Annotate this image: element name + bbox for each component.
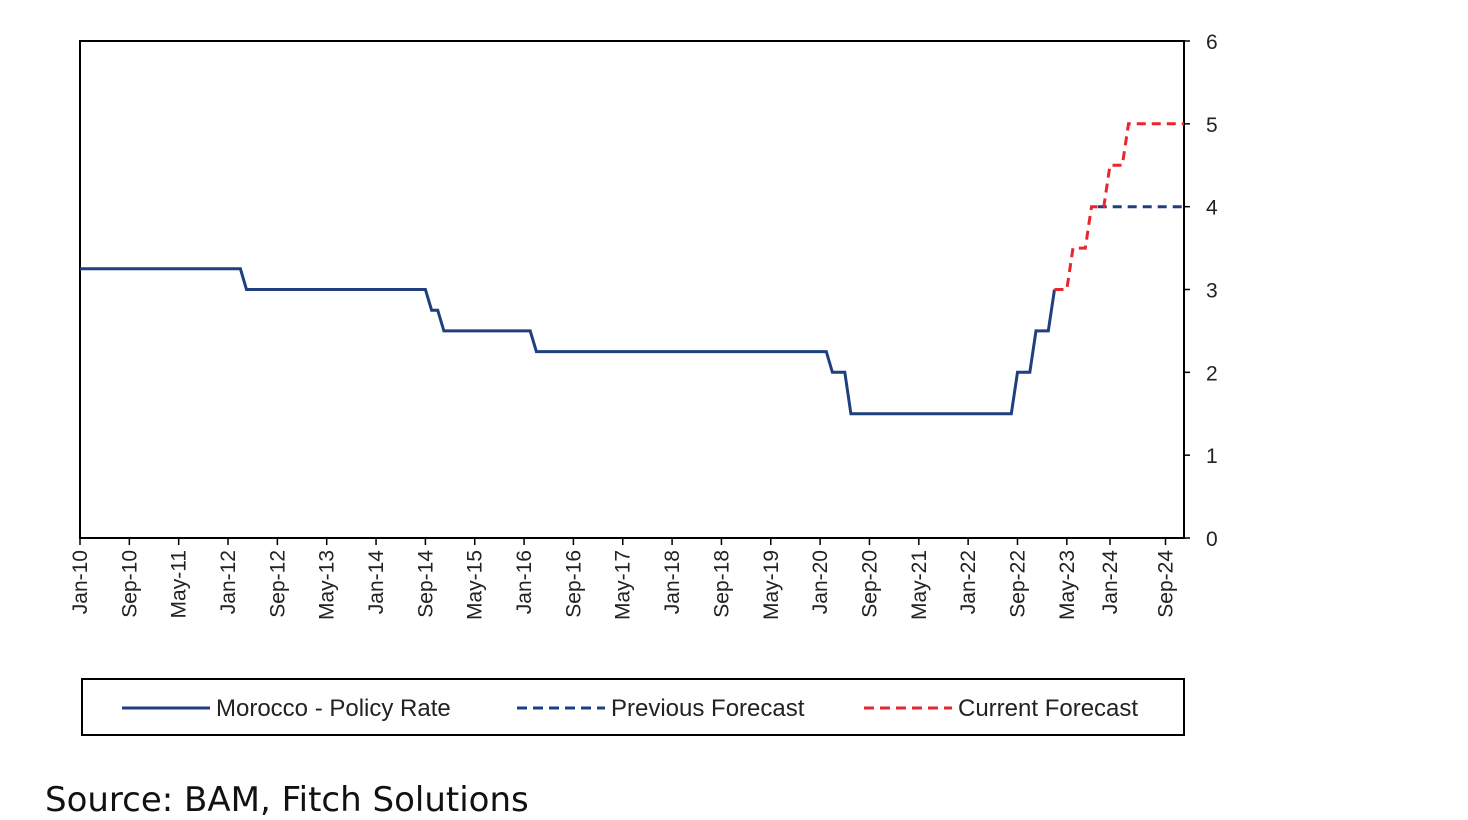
x-tick-label: Jan-10	[69, 550, 92, 614]
x-tick-label: Sep-16	[562, 550, 585, 618]
legend-label-current-forecast: Current Forecast	[958, 695, 1138, 722]
x-tick-label: May-23	[1056, 550, 1079, 620]
x-tick-label: Sep-22	[1006, 550, 1029, 618]
legend-label-previous-forecast: Previous Forecast	[611, 695, 805, 722]
x-tick-label: May-13	[316, 550, 339, 620]
x-tick-label: Jan-22	[957, 550, 980, 614]
y-tick-label: 3	[1206, 280, 1218, 303]
x-tick-label: Sep-12	[266, 550, 289, 618]
x-tick-label: Sep-18	[710, 550, 733, 618]
y-tick-label: 4	[1206, 197, 1218, 220]
x-tick-label: Sep-24	[1154, 550, 1177, 618]
source-note: Source: BAM, Fitch Solutions	[45, 780, 529, 820]
x-tick-label: May-17	[612, 550, 635, 620]
legend-label-policy-rate: Morocco - Policy Rate	[216, 695, 451, 722]
y-tick-label: 2	[1206, 362, 1218, 385]
x-tick-label: May-19	[760, 550, 783, 620]
x-tick-label: May-21	[908, 550, 931, 620]
x-tick-label: Jan-16	[513, 550, 536, 614]
x-tick-label: Jan-18	[661, 550, 684, 614]
x-tick-label: Jan-12	[217, 550, 240, 614]
x-tick-label: Jan-20	[809, 550, 832, 614]
x-tick-label: Sep-14	[414, 550, 437, 618]
x-tick-label: Sep-20	[858, 550, 881, 618]
legend: Morocco - Policy Rate Previous Forecast …	[81, 678, 1185, 736]
chart: 0 1 2 3 4 5 6 Jan-10 Sep-10 May-11 Jan-12 Sep-12 Ma…	[69, 31, 1218, 736]
y-tick-label: 6	[1206, 31, 1218, 54]
legend-box	[81, 678, 1185, 736]
series-layer	[80, 122, 1184, 416]
y-axis: 0 1 2 3 4 5 6	[1184, 31, 1218, 551]
series-line-morocco-policy-rate	[80, 267, 1056, 416]
y-tick-label: 1	[1206, 445, 1218, 468]
x-tick-label: Sep-10	[118, 550, 141, 618]
x-axis: Jan-10 Sep-10 May-11 Jan-12 Sep-12 May-13 Jan-…	[69, 538, 1177, 620]
x-tick-label: Jan-14	[365, 550, 388, 615]
y-tick-label: 5	[1206, 114, 1218, 137]
x-tick-label: Jan-24	[1099, 550, 1122, 615]
series-line-current-forecast	[1054, 122, 1184, 291]
x-tick-label: May-11	[168, 550, 191, 618]
y-tick-label: 0	[1206, 528, 1218, 551]
x-tick-label: May-15	[464, 550, 487, 620]
